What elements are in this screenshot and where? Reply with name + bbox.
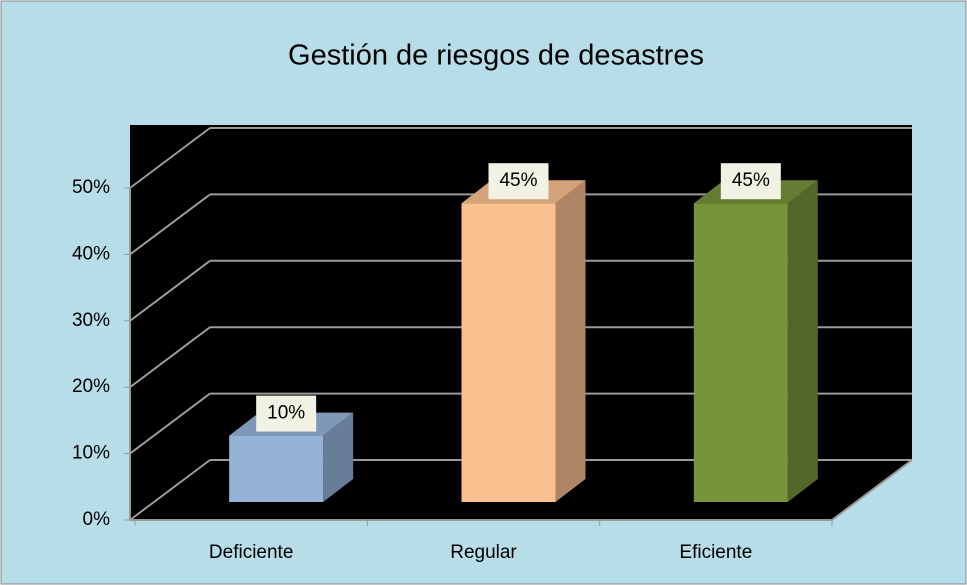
data-label-box: [720, 163, 781, 200]
y-tick-label: 40%: [72, 243, 110, 264]
data-label: 45%: [499, 170, 537, 191]
grid-line-side: [129, 127, 211, 189]
x-tick-label: Deficiente: [209, 542, 294, 563]
bar: [693, 203, 788, 502]
grid-line-side: [129, 326, 211, 389]
y-tick-label: 0%: [83, 509, 111, 530]
data-label-box: [488, 163, 549, 200]
data-label: 45%: [732, 170, 770, 191]
bar-side: [323, 412, 354, 502]
bar: [229, 435, 324, 502]
grid-line-side: [129, 259, 211, 322]
bar-side: [555, 180, 586, 502]
y-tick-label: 20%: [72, 376, 110, 397]
y-tick-label: 10%: [72, 443, 110, 464]
y-tick-label: 50%: [72, 177, 110, 198]
x-tick-label: Regular: [450, 542, 517, 563]
grid-line-side: [129, 459, 211, 521]
data-label: 10%: [267, 403, 305, 424]
bar: [461, 203, 556, 502]
x-tick-label: Eficiente: [679, 542, 752, 563]
grid-line-side: [129, 193, 211, 256]
y-tick-label: 30%: [72, 310, 110, 331]
bar-side: [787, 180, 818, 502]
data-label-box: [256, 395, 317, 432]
grid-line-side: [129, 392, 211, 455]
floor-edge: [831, 459, 913, 521]
chart-title: Gestión de riesgos de desastres: [288, 40, 704, 72]
